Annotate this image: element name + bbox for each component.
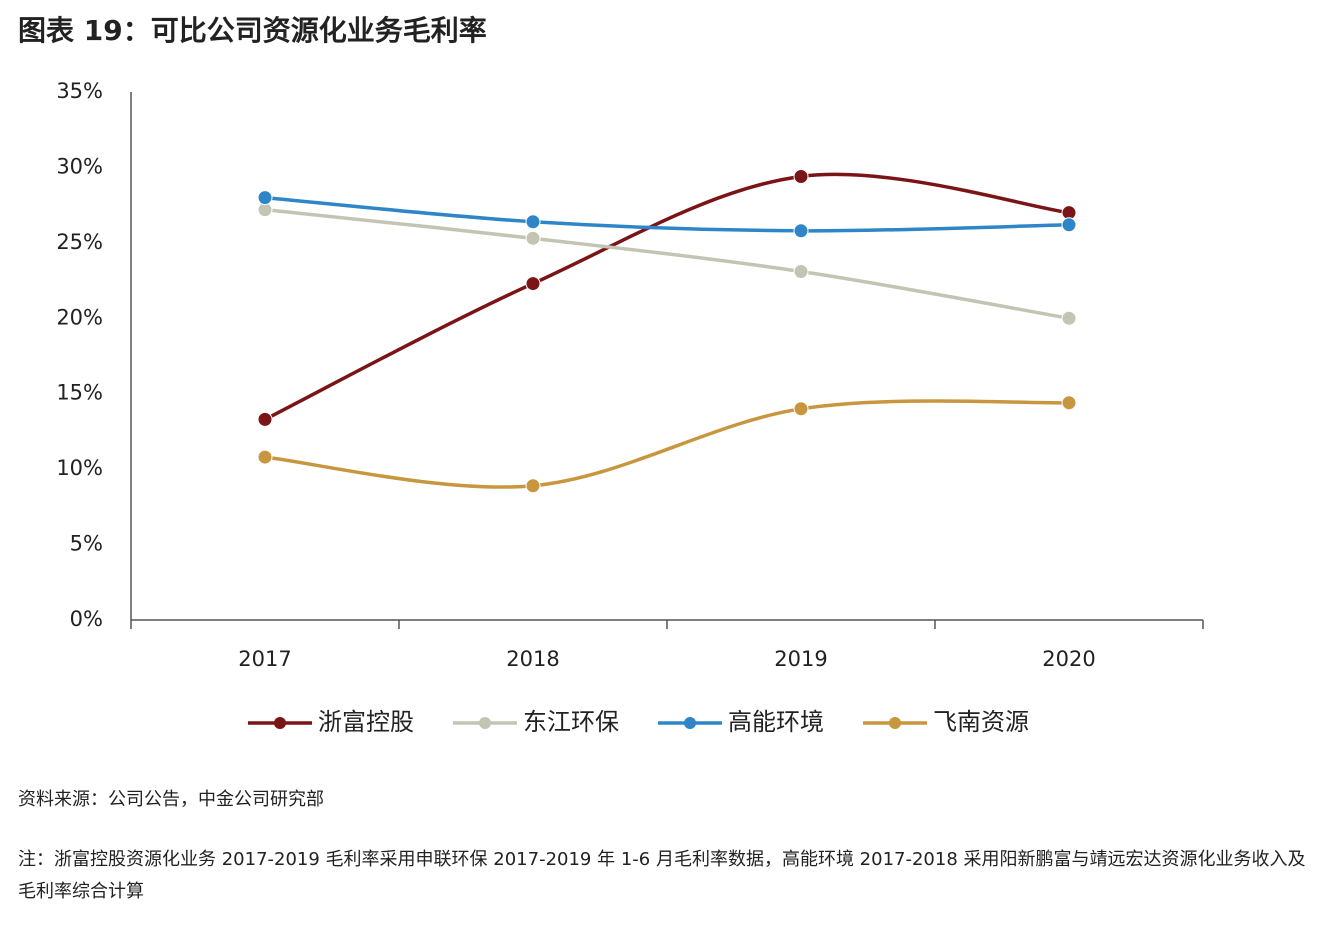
point <box>525 478 541 494</box>
point <box>525 230 541 246</box>
y-tick-label: 25% <box>56 230 103 254</box>
chart-title: 图表 19：可比公司资源化业务毛利率 <box>18 14 487 47</box>
legend-label: 东江环保 <box>523 708 619 736</box>
y-tick-label: 15% <box>56 381 103 405</box>
y-tick-label: 10% <box>56 456 103 480</box>
y-tick-label: 5% <box>70 532 103 556</box>
legend-label: 浙富控股 <box>318 708 414 736</box>
legend-marker <box>479 717 491 729</box>
point <box>525 214 541 230</box>
source: 资料来源：公司公告，中金公司研究部 <box>18 789 324 810</box>
x-tick-label: 2019 <box>774 647 827 671</box>
x-tick-label: 2017 <box>238 647 291 671</box>
x-tick-label: 2018 <box>506 647 559 671</box>
chart: 图表 19：可比公司资源化业务毛利率 0% 5% 10% 15% 20% 25% 30% 35… <box>18 14 1204 736</box>
legend-label: 高能环境 <box>728 708 824 736</box>
point <box>257 449 273 465</box>
legend-marker <box>889 717 901 729</box>
point <box>1061 310 1077 326</box>
point <box>793 264 809 280</box>
series-line <box>264 399 1070 489</box>
point <box>1061 395 1077 411</box>
y-tick-label: 0% <box>70 607 103 631</box>
point <box>793 401 809 417</box>
y-tick-label: 30% <box>56 154 103 178</box>
note: 注：浙富控股资源化业务 2017-2019 毛利率采用申联环保 2017-201… <box>18 849 1306 902</box>
legend-marker <box>684 717 696 729</box>
point <box>257 190 273 206</box>
point <box>525 276 541 292</box>
y-tick-label: 20% <box>56 305 103 329</box>
series-line <box>264 207 1070 321</box>
series-line <box>264 172 1070 421</box>
legend-marker <box>274 717 286 729</box>
x-tick-label: 2020 <box>1042 647 1095 671</box>
point <box>257 411 273 427</box>
legend-label: 飞南资源 <box>933 708 1029 736</box>
point <box>793 223 809 239</box>
point <box>793 168 809 184</box>
point <box>1061 217 1077 233</box>
y-tick-label: 35% <box>56 79 103 103</box>
series-line <box>264 195 1070 233</box>
